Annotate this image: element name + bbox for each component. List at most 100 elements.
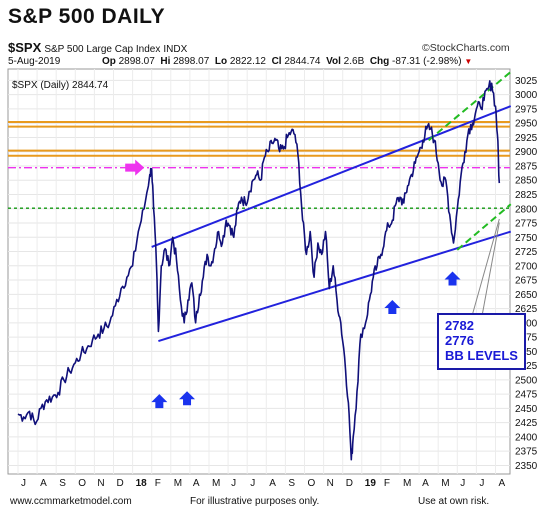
x-axis: J A S O N D 18 F M A M J J A S O N D 19 F M A M J J A	[21, 478, 506, 489]
bb-levels-label: BB LEVELS	[445, 348, 518, 363]
y-tick-label: 2950	[515, 119, 538, 130]
up-arrow-jun19	[444, 271, 461, 286]
x-tick-label: D	[117, 478, 124, 489]
y-tick-label: 2775	[515, 219, 538, 230]
y-axis: 2350 2375 2400 2425 2450 2475 2500 2525 2550 2575…	[515, 76, 538, 472]
y-tick-label: 2850	[515, 176, 538, 187]
x-tick-label: 19	[365, 478, 377, 489]
x-tick-label: A	[499, 478, 506, 489]
x-tick-label: M	[174, 478, 182, 489]
x-tick-label: F	[155, 478, 161, 489]
up-arrows	[151, 271, 461, 409]
lime-lower-dashed	[456, 203, 512, 251]
y-tick-label: 2900	[515, 147, 538, 158]
y-tick-label: 2375	[515, 447, 538, 458]
chart-title: S&P 500 DAILY	[8, 5, 166, 28]
x-tick-label: D	[346, 478, 353, 489]
open-label: Op	[101, 56, 116, 67]
footer-risk: Use at own risk.	[418, 496, 490, 507]
y-tick-label: 2675	[515, 276, 538, 287]
y-tick-label: 2450	[515, 404, 538, 415]
volume-value: 2.6B	[343, 56, 365, 67]
x-tick-label: J	[21, 478, 26, 489]
x-tick-label: J	[479, 478, 484, 489]
y-tick-label: 2825	[515, 190, 538, 201]
y-tick-label: 2925	[515, 133, 538, 144]
low-value: 2822.12	[229, 56, 266, 67]
x-tick-label: A	[193, 478, 200, 489]
y-tick-label: 2650	[515, 290, 538, 301]
y-tick-label: 2750	[515, 233, 538, 244]
y-tick-label: 2725	[515, 247, 538, 258]
bb-callout-line-2	[481, 222, 500, 317]
y-tick-label: 2350	[515, 461, 538, 472]
y-tick-label: 2525	[515, 361, 538, 372]
y-tick-label: 2475	[515, 390, 538, 401]
y-tick-label: 2975	[515, 104, 538, 115]
x-tick-label: N	[327, 478, 334, 489]
channel-upper-line	[151, 105, 512, 248]
close-label: Cl	[271, 56, 282, 67]
symbol-label: $SPX	[8, 40, 42, 55]
quote-date: 5-Aug-2019	[8, 56, 61, 67]
x-tick-label: A	[269, 478, 276, 489]
magenta-pointer-arrow	[125, 159, 145, 176]
quote-line: 5-Aug-2019 Op 2898.07 Hi 2898.07 Lo 2822…	[8, 56, 472, 67]
x-tick-label: N	[97, 478, 104, 489]
x-tick-label: A	[422, 478, 429, 489]
exchange-label: INDX	[163, 44, 188, 55]
price-chart: 2350 2375 2400 2425 2450 2475 2500 2525 2550 2575…	[7, 68, 538, 489]
x-tick-label: M	[212, 478, 220, 489]
y-tick-label: 2875	[515, 161, 538, 172]
volume-label: Vol	[326, 56, 341, 67]
y-tick-label: 2700	[515, 261, 538, 272]
footer-disclaimer: For illustrative purposes only.	[190, 496, 320, 507]
up-arrow-apr18	[179, 391, 196, 406]
x-tick-label: O	[308, 478, 316, 489]
y-tick-label: 2600	[515, 318, 538, 329]
x-tick-label: M	[403, 478, 411, 489]
y-tick-label: 2400	[515, 432, 538, 443]
bb-level-2: 2776	[445, 333, 474, 348]
x-tick-label: O	[78, 478, 86, 489]
y-tick-label: 2625	[515, 304, 538, 315]
x-tick-label: J	[250, 478, 255, 489]
index-name: S&P 500 Large Cap Index	[44, 44, 161, 55]
channel-lower-line	[158, 230, 512, 343]
low-label: Lo	[214, 56, 228, 67]
x-tick-label: J	[231, 478, 236, 489]
y-tick-label: 2575	[515, 333, 538, 344]
y-tick-label: 2500	[515, 375, 538, 386]
x-tick-label: F	[384, 478, 390, 489]
high-value: 2898.07	[173, 56, 210, 67]
x-tick-label: S	[59, 478, 66, 489]
change-value: -87.31 (-2.98%)	[392, 56, 462, 67]
bb-levels-box: 2782 2776 BB LEVELS	[437, 313, 526, 370]
bb-callout-line-1	[471, 218, 500, 317]
up-arrow-feb19	[384, 300, 401, 315]
y-tick-label: 3000	[515, 90, 538, 101]
down-triangle-icon: ▼	[464, 57, 473, 66]
price-series-line	[17, 80, 501, 461]
high-label: Hi	[160, 56, 171, 67]
up-arrow-feb18	[151, 394, 168, 409]
plot-frame	[7, 68, 511, 475]
symbol-header: $SPX S&P 500 Large Cap Index INDX	[8, 40, 187, 55]
bb-callout-lines	[471, 218, 500, 317]
stockcharts-brand: ©StockCharts.com	[422, 42, 510, 54]
x-tick-label: J	[460, 478, 465, 489]
bb-level-1: 2782	[445, 318, 474, 333]
change-label: Chg	[369, 56, 390, 67]
open-value: 2898.07	[118, 56, 155, 67]
y-tick-label: 3025	[515, 76, 538, 87]
y-tick-label: 2800	[515, 204, 538, 215]
close-value: 2844.74	[284, 56, 321, 67]
x-tick-label: S	[288, 478, 295, 489]
x-tick-label: 18	[136, 478, 148, 489]
y-tick-label: 2550	[515, 347, 538, 358]
footer-website: www.ccmmarketmodel.com	[10, 496, 132, 507]
x-tick-label: A	[40, 478, 47, 489]
x-tick-label: M	[441, 478, 449, 489]
lime-upper-dashed	[428, 71, 512, 142]
grid-lines	[8, 69, 510, 474]
